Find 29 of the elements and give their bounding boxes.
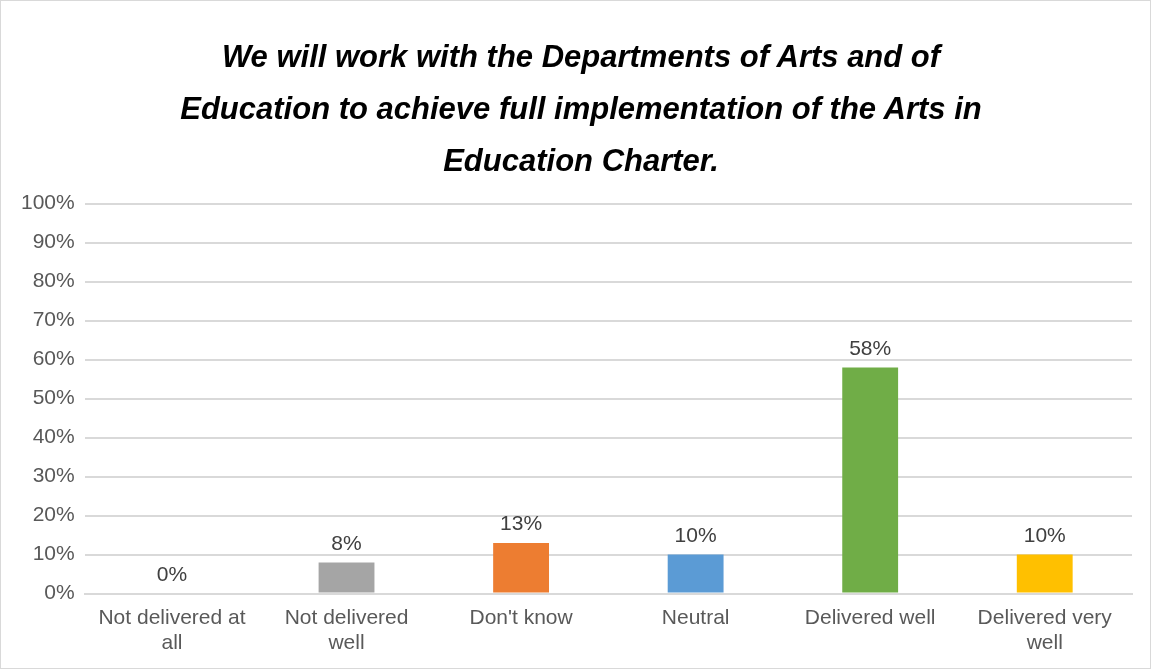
y-tick-label: 100% bbox=[20, 190, 75, 214]
y-tick-label: 70% bbox=[32, 307, 75, 331]
data-label: 8% bbox=[331, 530, 362, 554]
chart-title: We will work with the Departments of Arts and of Education to achieve full implementation of the Arts in Education Charter. bbox=[179, 38, 983, 180]
x-tick-label: Don't know bbox=[469, 605, 574, 628]
bar bbox=[667, 554, 724, 593]
x-tick-label: Not delivered at all bbox=[98, 605, 246, 654]
data-label: 10% bbox=[674, 522, 717, 546]
bar bbox=[318, 562, 375, 593]
x-tick-label: Delivered very well bbox=[977, 605, 1113, 654]
data-label: 10% bbox=[1023, 522, 1066, 546]
x-tick-label: Neutral bbox=[661, 605, 730, 628]
data-label: 0% bbox=[156, 561, 188, 585]
bar bbox=[842, 367, 899, 593]
x-tick-label: Not delivered well bbox=[284, 605, 409, 654]
x-tick-label: Delivered well bbox=[804, 605, 936, 628]
y-tick-label: 0% bbox=[44, 580, 75, 604]
y-tick-label: 60% bbox=[32, 346, 75, 370]
bar bbox=[1016, 554, 1073, 593]
data-label: 58% bbox=[849, 335, 892, 359]
y-tick-label: 10% bbox=[32, 541, 75, 565]
bar bbox=[493, 542, 550, 593]
y-tick-label: 50% bbox=[32, 385, 75, 409]
data-label: 13% bbox=[500, 511, 543, 535]
y-tick-label: 80% bbox=[32, 268, 75, 292]
y-tick-label: 30% bbox=[32, 463, 75, 487]
y-tick-label: 90% bbox=[32, 229, 75, 253]
y-tick-label: 20% bbox=[32, 502, 75, 526]
y-tick-label: 40% bbox=[32, 424, 75, 448]
